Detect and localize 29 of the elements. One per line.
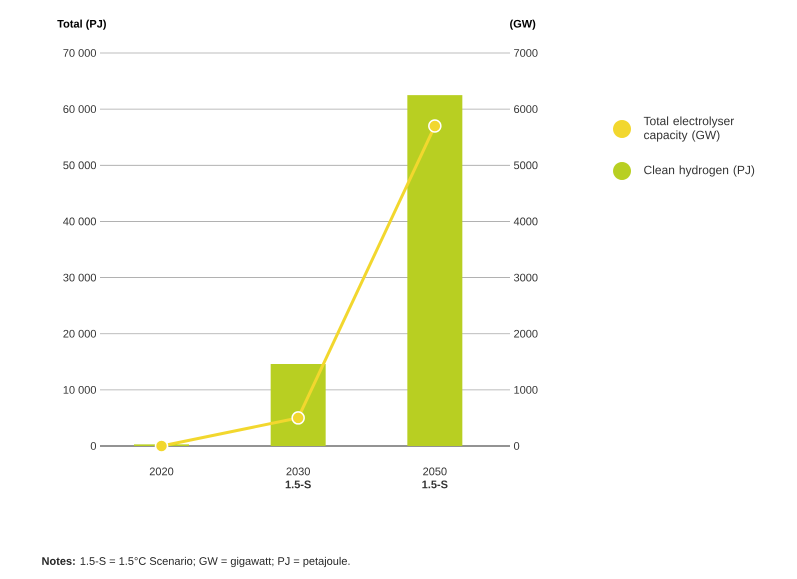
bar	[270, 364, 326, 446]
y-tick-label: 60 000	[63, 105, 96, 114]
y2-tick-label: 3000	[514, 274, 538, 282]
y-tick-label: 30 000	[63, 274, 96, 282]
y-tick-label: 50 000	[63, 161, 96, 170]
y2-tick-label: 2000	[514, 330, 538, 338]
bar	[407, 95, 462, 446]
y-tick-label: 10 000	[64, 386, 96, 394]
point	[154, 439, 168, 453]
point	[291, 411, 305, 425]
y-tick-label: 0	[90, 442, 96, 450]
y-tick-label: 20 000	[63, 330, 96, 338]
y2-tick-label: 7000	[514, 49, 538, 57]
x-tick-label: 2050 1.5-S	[422, 468, 448, 488]
y2-tick-label: 1000	[514, 386, 538, 394]
x-tick-label: 2030 1.5-S	[286, 468, 311, 488]
y2-tick-label: 5000	[514, 161, 538, 170]
text: Notes: 1.5-S = 1.5°C Scenario; GW = gigawatt; PJ = petajoule.	[42, 556, 350, 568]
y2-tick-label: 0	[514, 442, 520, 450]
y-tick-label: 70 000	[63, 49, 96, 57]
y-tick-label: 40 000	[63, 218, 96, 226]
y-axis-title: Total (PJ)	[57, 20, 106, 30]
x-tick-label: 2020	[150, 468, 174, 476]
y2-tick-label: 6000	[514, 105, 538, 114]
y2-tick-label: 4000	[514, 218, 538, 226]
legend-label: Total electrolyser capacity (GW)	[644, 116, 734, 142]
point	[428, 119, 442, 133]
legend-label: Clean hydrogen (PJ)	[644, 165, 754, 177]
y2-axis-title: (GW)	[510, 20, 536, 30]
